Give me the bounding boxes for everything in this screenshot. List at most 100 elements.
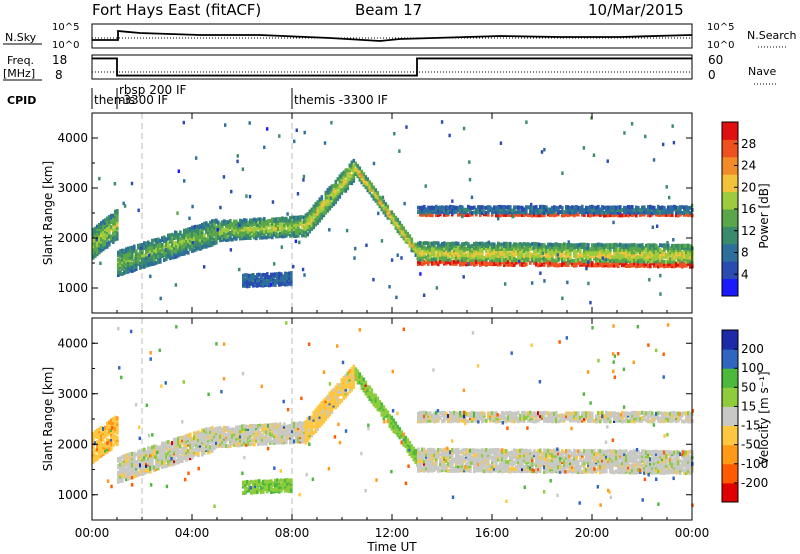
data-cell	[423, 254, 426, 259]
data-cell	[372, 393, 376, 398]
data-cell	[671, 246, 674, 251]
data-cell	[583, 254, 586, 259]
data-cell	[254, 277, 257, 282]
data-cell	[189, 435, 192, 440]
data-cell	[465, 246, 468, 251]
data-cell	[557, 210, 560, 215]
data-cell	[605, 263, 608, 268]
data-cell	[159, 256, 162, 261]
data-cell	[163, 445, 166, 450]
data-cell	[681, 261, 684, 266]
noise-cell	[173, 230, 177, 234]
data-cell	[585, 254, 588, 259]
data-cell	[579, 261, 582, 266]
data-cell	[569, 210, 572, 215]
data-cell	[609, 245, 612, 250]
data-cell	[92, 227, 95, 232]
data-cell	[108, 446, 111, 451]
data-cell	[293, 222, 296, 227]
data-cell	[453, 210, 456, 215]
noise-cell	[503, 282, 507, 286]
data-cell	[675, 207, 678, 212]
data-cell	[493, 251, 496, 256]
data-cell	[96, 245, 99, 250]
data-cell	[265, 437, 268, 442]
data-cell	[326, 394, 330, 399]
data-cell	[211, 231, 214, 236]
data-cell	[255, 222, 258, 227]
data-cell	[139, 467, 142, 472]
data-cell	[501, 207, 504, 212]
data-cell	[487, 251, 490, 256]
data-cell	[645, 248, 648, 253]
data-cell	[293, 225, 296, 230]
data-cell	[414, 242, 418, 247]
data-cell	[437, 468, 440, 473]
data-cell	[427, 452, 430, 457]
data-cell	[425, 461, 428, 466]
data-cell	[100, 449, 103, 454]
data-cell	[169, 462, 172, 467]
data-cell	[535, 262, 538, 267]
data-cell	[241, 231, 244, 236]
data-cell	[459, 204, 462, 209]
data-cell	[324, 193, 328, 198]
data-cell	[127, 251, 130, 256]
data-cell	[655, 243, 658, 248]
data-cell	[653, 210, 656, 215]
data-cell	[259, 226, 262, 231]
data-cell	[603, 210, 606, 215]
data-cell	[605, 261, 608, 266]
data-cell	[135, 466, 138, 471]
data-cell	[499, 256, 502, 261]
data-cell	[421, 255, 424, 260]
data-cell	[455, 448, 458, 453]
data-cell	[533, 241, 536, 246]
data-cell	[125, 456, 128, 461]
data-cell	[291, 215, 294, 220]
data-cell	[293, 218, 296, 223]
data-cell	[314, 428, 318, 433]
data-cell	[481, 249, 484, 254]
noise-cell	[203, 265, 206, 269]
data-cell	[419, 457, 422, 462]
data-cell	[671, 262, 674, 267]
data-cell	[123, 468, 126, 473]
data-cell	[102, 233, 105, 238]
data-cell	[637, 249, 640, 254]
data-cell	[187, 437, 190, 442]
data-cell	[467, 258, 470, 263]
data-cell	[92, 459, 95, 464]
data-cell	[316, 408, 320, 413]
data-cell	[533, 254, 536, 259]
noise-cell	[147, 253, 151, 258]
data-cell	[577, 243, 580, 248]
data-cell	[473, 210, 476, 215]
data-cell	[543, 258, 546, 263]
data-cell	[497, 251, 500, 256]
data-cell	[453, 468, 456, 473]
data-cell	[155, 455, 158, 460]
data-cell	[354, 375, 358, 380]
data-cell	[601, 248, 604, 253]
data-cell	[125, 263, 128, 268]
data-cell	[92, 452, 95, 457]
data-cell	[372, 185, 376, 190]
data-cell	[257, 233, 260, 238]
data-cell	[245, 235, 248, 240]
noise-cell	[540, 150, 544, 154]
data-cell	[513, 242, 516, 247]
data-cell	[414, 457, 418, 462]
data-cell	[169, 446, 172, 451]
data-cell	[519, 205, 522, 210]
data-cell	[295, 437, 298, 442]
data-cell	[521, 246, 524, 251]
data-cell	[153, 465, 156, 470]
data-cell	[579, 246, 582, 251]
data-cell	[475, 253, 478, 258]
data-cell	[364, 175, 368, 180]
data-cell	[390, 422, 394, 427]
data-cell	[541, 207, 544, 212]
data-cell	[521, 207, 524, 212]
data-cell	[535, 251, 538, 256]
